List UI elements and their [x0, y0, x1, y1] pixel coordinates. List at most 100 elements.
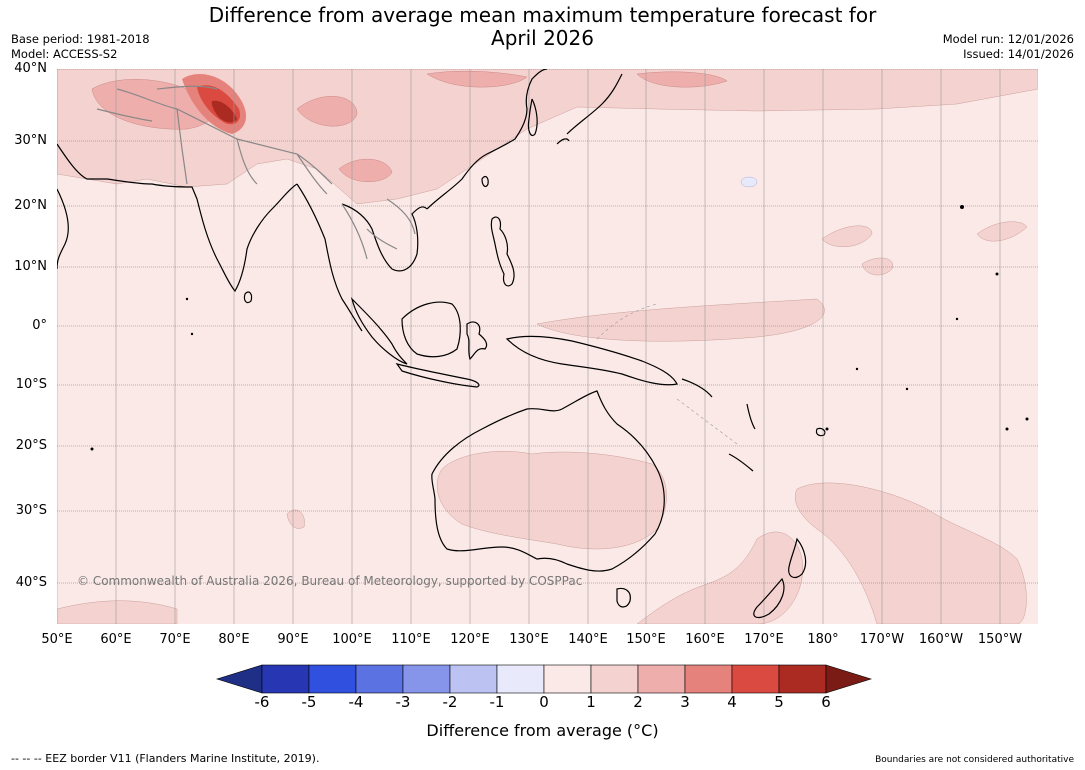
longitude-label: 180° [807, 632, 839, 647]
anomaly-south-1-2 [57, 600, 178, 624]
colorbar-tick-label: -1 [489, 693, 505, 711]
anomaly-north-2-3-c [426, 70, 528, 88]
map-svg [57, 69, 1038, 624]
coast-taiwan [481, 175, 489, 188]
colorbar-swatch [778, 664, 827, 694]
longitude-label: 100°E [332, 632, 372, 647]
colorbar-swatch [496, 664, 545, 694]
border-se-asia [341, 198, 416, 260]
eez-borders [596, 303, 738, 445]
island-dot [90, 447, 94, 451]
anomaly-australia-1-2 [436, 451, 667, 550]
coast-vanuatu [746, 403, 756, 430]
title-line-1: Difference from average mean maximum tem… [208, 3, 877, 27]
island-dot [1025, 417, 1029, 421]
eez-legend: -- -- -- EEZ border V11 (Flanders Marine… [11, 752, 320, 765]
longitude-label: 110°E [391, 632, 431, 647]
colorbar-tick-label: 6 [821, 693, 831, 711]
latitude-label: 40°S [15, 575, 47, 590]
anomaly-indian-1-2 [286, 509, 305, 529]
colorbar-swatch [402, 664, 451, 694]
copyright-notice: © Commonwealth of Australia 2026, Bureau… [77, 574, 583, 588]
longitude-label: 150°W [977, 632, 1023, 647]
longitude-label: 160°E [685, 632, 725, 647]
colorbar-tick-label: 3 [680, 693, 690, 711]
colorbar-tick-label: -6 [254, 693, 270, 711]
eez-border-b [676, 398, 738, 445]
colorbar-tick-label: 4 [727, 693, 737, 711]
boundary-disclaimer: Boundaries are not considered authoritat… [875, 755, 1074, 765]
anomaly-north-2-3-d [636, 71, 728, 88]
coast-tasmania [616, 587, 631, 608]
longitude-label: 170°W [859, 632, 905, 647]
longitude-label: 120°E [450, 632, 490, 647]
forecast-map[interactable] [57, 69, 1038, 624]
coast-china [426, 69, 548, 210]
latitude-label: 20°S [15, 438, 47, 453]
colorbar-arrow-high [825, 664, 873, 694]
latitude-label: 0° [32, 318, 47, 333]
island-dot [905, 387, 909, 391]
island-dot [825, 427, 829, 431]
colorbar-tick-label: 1 [586, 693, 596, 711]
eez-border-a [596, 303, 658, 340]
anomaly-pacific-1-2-d [861, 257, 894, 276]
latitude-label: 10°N [14, 259, 47, 274]
anomaly-pacific-1-2-c [976, 221, 1028, 242]
longitude-label: 170°E [744, 632, 784, 647]
border-south-asia [116, 88, 333, 195]
colorbar-tick-label: -4 [348, 693, 364, 711]
longitude-label: 90°E [277, 632, 309, 647]
island-dot [1005, 427, 1009, 431]
island-dots [90, 205, 1029, 451]
longitude-label: 140°E [568, 632, 608, 647]
colorbar-swatches [215, 664, 873, 694]
island-dot [960, 205, 964, 209]
latitude-label: 40°N [14, 61, 47, 76]
longitude-label: 50°E [41, 632, 73, 647]
border-central-asia [96, 85, 218, 122]
colorbar-tick-label: 0 [539, 693, 549, 711]
latitude-label: 30°N [14, 133, 47, 148]
longitude-label: 60°E [100, 632, 132, 647]
colorbar-tick-label: -3 [395, 693, 411, 711]
coast-new-caledonia [728, 453, 754, 472]
coast-india [57, 143, 298, 293]
colorbar-tick-label: 5 [774, 693, 784, 711]
coast-korea [527, 98, 538, 137]
colorbar-tick-label: -5 [301, 693, 317, 711]
anomaly-pacific-1-2-a [536, 298, 825, 342]
coast-philippines [490, 216, 515, 287]
colorbar-swatch [543, 664, 592, 694]
anomaly-north-2-3-b [296, 96, 358, 127]
coast-australia [431, 390, 665, 572]
country-borders [96, 85, 416, 260]
coast-solomons [681, 378, 713, 398]
coast-borneo [401, 301, 461, 358]
coast-fiji [815, 427, 826, 437]
longitude-label: 70°E [159, 632, 191, 647]
issued-date: Issued: 14/01/2026 [963, 47, 1074, 61]
model-name: Model: ACCESS-S2 [11, 47, 118, 61]
coast-sri-lanka [243, 291, 253, 304]
coast-java [395, 363, 480, 388]
coast-sumatra [350, 297, 408, 365]
latitude-label: 20°N [14, 198, 47, 213]
colorbar-swatch [637, 664, 686, 694]
map-title: Difference from average mean maximum tem… [0, 4, 1085, 50]
coast-arabia [57, 188, 69, 270]
colorbar-label: Difference from average (°C) [426, 721, 659, 740]
anomaly-asia-1-2 [57, 69, 1038, 205]
longitude-label: 150°E [626, 632, 666, 647]
colorbar-swatch [355, 664, 404, 694]
island-dot [190, 332, 194, 336]
base-period: Base period: 1981-2018 [11, 32, 150, 46]
coast-indochina [296, 183, 428, 332]
colorbar-swatch [590, 664, 639, 694]
colorbar-swatch [261, 664, 310, 694]
island-dot [995, 272, 999, 276]
anomaly-pacific-1-2-east [794, 482, 1027, 624]
model-run: Model run: 12/01/2026 [942, 32, 1074, 46]
colorbar-swatch [684, 664, 733, 694]
meta-right: Model run: 12/01/2026 Issued: 14/01/2026 [943, 32, 1074, 62]
